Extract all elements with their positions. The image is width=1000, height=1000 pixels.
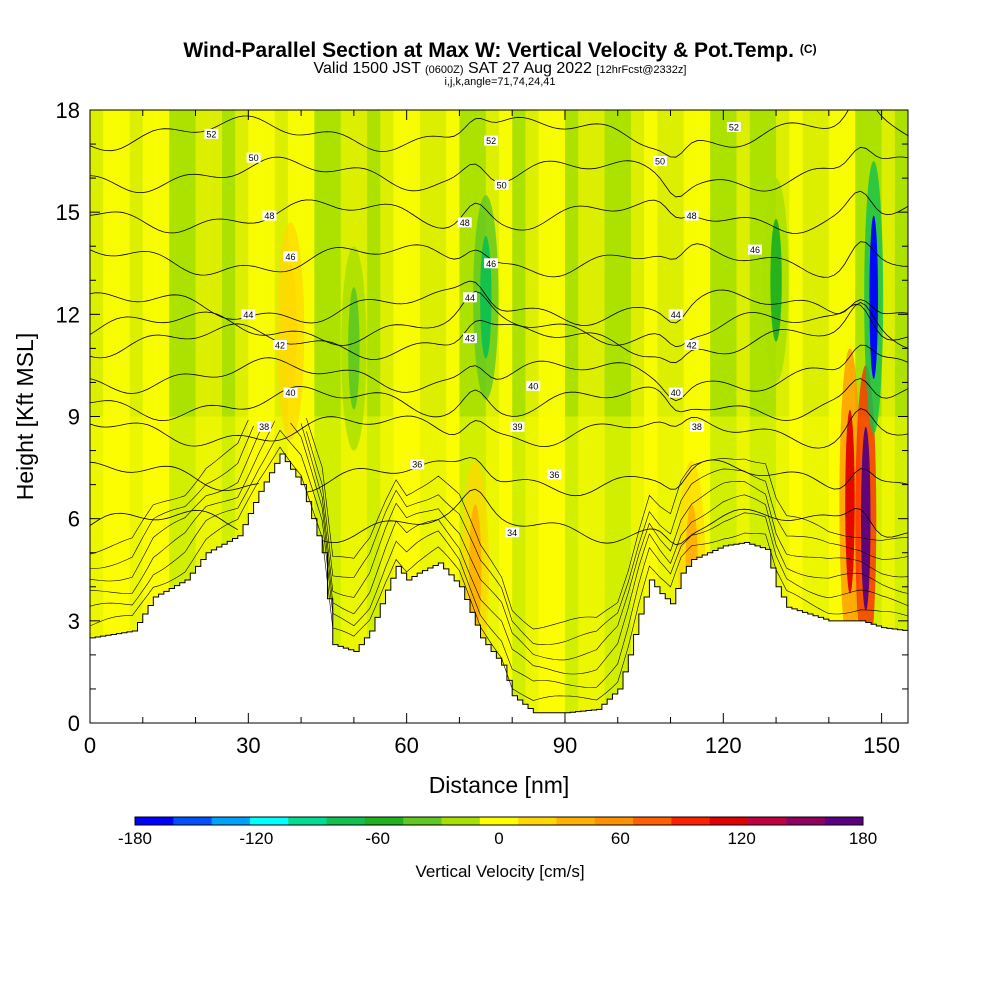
cross-section-chart: 5250484644424038365250484644434039363450…: [0, 0, 1000, 1000]
theta-label: 46: [486, 259, 496, 269]
colorbar-label: Vertical Velocity [cm/s]: [0, 862, 1000, 882]
colorbar-tick-label: -180: [118, 829, 152, 848]
theta-label: 43: [465, 334, 475, 344]
x-tick-label: 0: [84, 733, 96, 758]
colorbar-tick-label: 60: [611, 829, 630, 848]
colorbar-swatch: [518, 817, 557, 825]
theta-label: 46: [750, 245, 760, 255]
colorbar-tick-label: -60: [365, 829, 390, 848]
colorbar-swatch: [710, 817, 749, 825]
x-tick-label: 150: [863, 733, 900, 758]
theta-label: 40: [528, 381, 538, 391]
theta-label: 38: [692, 422, 702, 432]
colorbar-tick-label: 0: [494, 829, 503, 848]
colorbar-swatch: [748, 817, 787, 825]
theta-label: 36: [412, 460, 422, 470]
downdraft-core: [348, 287, 359, 410]
x-axis-label: Distance [nm]: [429, 772, 570, 798]
colorbar-swatch: [212, 817, 251, 825]
colorbar-swatch: [480, 817, 519, 825]
colorbar-tick-label: 180: [849, 829, 877, 848]
theta-label: 40: [286, 388, 296, 398]
theta-label: 42: [687, 340, 697, 350]
y-tick-label: 15: [56, 200, 80, 225]
y-tick-label: 18: [56, 98, 80, 123]
updraft-core: [861, 427, 870, 611]
y-tick-label: 12: [56, 302, 80, 327]
downdraft-core: [480, 236, 491, 359]
theta-label: 36: [549, 470, 559, 480]
x-tick-label: 60: [394, 733, 418, 758]
downdraft-core: [869, 216, 878, 379]
colorbar-tick-label: 120: [727, 829, 755, 848]
x-tick-label: 120: [705, 733, 742, 758]
theta-label: 52: [729, 123, 739, 133]
theta-label: 48: [460, 218, 470, 228]
theta-label: 52: [206, 129, 216, 139]
colorbar-swatch: [671, 817, 710, 825]
colorbar-swatch: [556, 817, 595, 825]
y-tick-label: 9: [68, 405, 80, 430]
colorbar-swatch: [786, 817, 825, 825]
theta-label: 44: [465, 293, 475, 303]
downdraft-core: [770, 219, 781, 342]
y-tick-label: 3: [68, 609, 80, 634]
theta-label: 50: [655, 157, 665, 167]
theta-label: 50: [249, 153, 259, 163]
theta-label: 38: [259, 422, 269, 432]
theta-label: 40: [671, 388, 681, 398]
theta-label: 52: [486, 136, 496, 146]
theta-label: 48: [687, 211, 697, 221]
colorbar-swatch: [250, 817, 289, 825]
x-tick-label: 90: [553, 733, 577, 758]
y-axis-label: Height [Kft MSL]: [12, 333, 38, 500]
colorbar-swatch: [442, 817, 481, 825]
colorbar-swatch: [825, 817, 864, 825]
colorbar-swatch: [403, 817, 442, 825]
colorbar-swatch: [633, 817, 672, 825]
colorbar: -180 -120 -60 0 60 120 180: [118, 817, 877, 848]
theta-label: 44: [671, 310, 681, 320]
theta-label: 48: [264, 211, 274, 221]
colorbar-swatch: [595, 817, 634, 825]
colorbar-swatch: [365, 817, 404, 825]
x-tick-label: 30: [236, 733, 260, 758]
theta-label: 46: [286, 252, 296, 262]
colorbar-swatch: [135, 817, 174, 825]
colorbar-swatch: [288, 817, 327, 825]
theta-label: 44: [243, 310, 253, 320]
theta-label: 34: [507, 528, 517, 538]
colorbar-swatch: [327, 817, 366, 825]
y-tick-label: 6: [68, 507, 80, 532]
colorbar-swatch: [173, 817, 212, 825]
updraft-core: [845, 410, 854, 594]
theta-label: 39: [512, 422, 522, 432]
colorbar-tick-label: -120: [239, 829, 273, 848]
y-tick-label: 0: [68, 711, 80, 736]
theta-label: 42: [275, 340, 285, 350]
theta-label: 50: [497, 180, 507, 190]
